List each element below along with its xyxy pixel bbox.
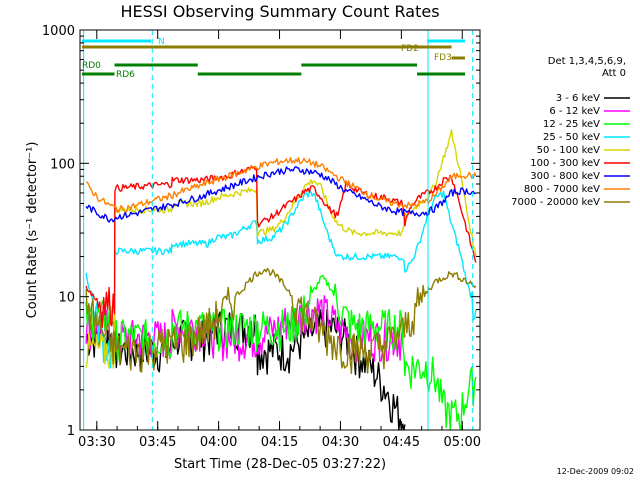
legend-label-7000-20000-kev: 7000 - 20000 keV [511,197,600,208]
legend-header-line: Det 1,3,4,5,6,9, [548,56,626,67]
state-label-fd2: FD2 [401,44,419,54]
legend-label-3-6-kev: 3 - 6 keV [556,93,600,104]
chart-title: HESSI Observing Summary Count Rates [120,2,439,21]
state-label-n: N [158,37,165,47]
series-line-100-300-kev [85,165,477,328]
x-tick-label: 05:00 [444,435,481,450]
state-label-fd3: FD3 [434,53,452,63]
x-axis-label: Start Time (28-Dec-05 03:27:22) [174,457,386,472]
series-line-300-800-kev [85,165,477,223]
x-tick-label: 03:45 [139,435,176,450]
legend-label-50-100-kev: 50 - 100 keV [537,145,601,156]
x-tick-label: 04:00 [200,435,237,450]
y-tick-label: 100 [50,157,75,172]
legend-label-6-12-kev: 6 - 12 keV [549,106,600,117]
x-tick-label: 04:45 [383,435,420,450]
legend-header-line: Att 0 [602,68,626,79]
state-label-rd6: RD6 [116,70,135,80]
state-label-rd0: RD0 [82,61,101,71]
y-tick-label: 1000 [42,24,75,39]
vertical-marker-layer [83,30,474,430]
y-tick-label: 10 [58,291,75,306]
series-line-800-7000-kev [85,156,477,213]
y-tick-label: 1 [67,424,75,439]
legend-label-12-25-kev: 12 - 25 keV [543,119,600,130]
legend-label-25-50-kev: 25 - 50 keV [543,132,600,143]
legend: Det 1,3,4,5,6,9,Att 0 3 - 6 keV 6 - 12 keV… [511,56,630,208]
x-axis-ticks: 03:30 03:45 04:00 04:15 04:30 04:45 05:00 [78,30,481,450]
x-tick-label: 04:30 [322,435,359,450]
legend-label-300-800-kev: 300 - 800 keV [530,171,600,182]
series-line-6-12-kev [85,295,406,363]
y-axis-label: Count Rate (s⁻¹ detector⁻¹) [25,142,40,319]
legend-label-100-300-kev: 100 - 300 keV [530,158,600,169]
x-tick-label: 03:30 [78,435,115,450]
x-tick-label: 04:15 [261,435,298,450]
series-line-25-50-kev [85,190,477,369]
attenuator-bar-layer: N FD2 FD3 RD0 RD6 [82,37,465,80]
footer-timestamp: 12-Dec-2009 09:02 [557,467,634,476]
y-axis-ticks: 1 10 100 1000 [42,24,480,439]
series-layer [85,128,477,431]
series-line-7000-20000-kev [85,267,477,374]
legend-label-800-7000-kev: 800 - 7000 keV [524,184,600,195]
